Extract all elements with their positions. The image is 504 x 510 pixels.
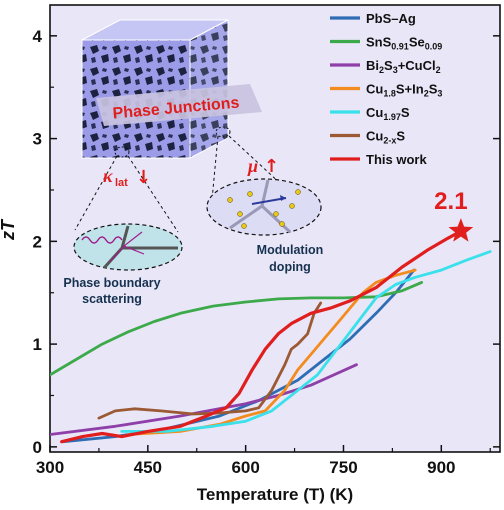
legend-label-2: Bi2S3+CuCl2	[366, 58, 441, 75]
legend-text-part: S	[396, 129, 405, 144]
doping-label-line2: doping	[269, 260, 311, 274]
legend-text-part: Bi	[366, 58, 379, 73]
series-line-3	[126, 268, 417, 436]
legend-text-part: 2	[379, 65, 384, 75]
legend-text-part: S	[429, 82, 438, 97]
peak-value-label: 2.1	[434, 188, 467, 215]
legend-text-part: 3	[437, 89, 442, 99]
series-layer	[50, 229, 492, 444]
legend-text-part: PbS–Ag	[366, 11, 416, 26]
legend-text-part: 3	[393, 65, 398, 75]
y-tick-label-2: 2	[33, 232, 42, 251]
legend-text-part: 2	[424, 89, 429, 99]
x-tick-label-1: 450	[134, 458, 162, 477]
inset-illustration: Phase Junctions Phase boundary scatterin…	[63, 19, 324, 306]
y-tick-label-4: 4	[33, 27, 43, 46]
series-line-4	[120, 250, 492, 433]
legend-text-part: SnS	[366, 35, 392, 50]
series-line-1	[50, 281, 424, 377]
legend-label-0: PbS–Ag	[366, 11, 416, 26]
phonon-wave-icon	[81, 236, 123, 244]
series-line-6	[60, 229, 463, 444]
legend-text-part: Cu	[366, 129, 383, 144]
legend-text-part: 1.97	[383, 112, 401, 122]
zoom-line-left-a	[74, 155, 118, 231]
mu-symbol: μ	[247, 156, 258, 176]
peak-layer: 2.1	[434, 188, 474, 242]
x-tick-label-3: 750	[329, 458, 357, 477]
phase-junctions-banner	[96, 84, 262, 126]
scattering-label-line2: scattering	[82, 292, 142, 306]
x-tick-label-2: 600	[231, 458, 259, 477]
junction-marker-right	[215, 126, 231, 138]
legend-text-part: Cu	[366, 105, 383, 120]
junction-marker-left	[114, 146, 130, 158]
legend: PbS–AgSnS0.91Se0.09Bi2S3+CuCl2Cu1.8S+In2…	[330, 11, 442, 167]
legend-text-part: Se	[409, 35, 425, 50]
legend-text-part: 1.8	[383, 89, 396, 99]
legend-text-part: S+In	[396, 82, 424, 97]
x-tick-label-4: 900	[427, 458, 455, 477]
x-axis-ticks: 300 450 600 750 900	[36, 445, 491, 477]
x-tick-label-0: 300	[36, 458, 64, 477]
legend-text-part: +CuCl	[398, 58, 436, 73]
series-line-2	[50, 363, 358, 436]
legend-label-3: Cu1.8S+In2S3	[366, 82, 442, 99]
legend-label-6: This work	[366, 152, 427, 167]
scatter-arrows-icon	[109, 231, 145, 263]
y-tick-label-0: 0	[33, 438, 42, 457]
legend-text-part: Cu	[366, 82, 383, 97]
kappa-subscript: lat	[115, 177, 128, 189]
x-axis-label: Temperature (T) (K)	[197, 485, 353, 504]
scattering-label-line1: Phase boundary	[63, 276, 160, 290]
legend-text-part: S	[384, 58, 393, 73]
legend-text-part: 0.09	[425, 42, 443, 52]
series-line-5	[97, 301, 323, 420]
y-tick-label-3: 3	[33, 130, 42, 149]
kappa-symbol: κ	[103, 166, 113, 186]
y-tick-label-1: 1	[33, 335, 42, 354]
legend-text-part: 2-x	[383, 136, 396, 146]
legend-text-part: 0.91	[391, 42, 409, 52]
zoom-line-right-a	[211, 135, 219, 201]
legend-label-4: Cu1.97S	[366, 105, 410, 122]
y-axis-label: zT	[0, 218, 18, 241]
carrier-arrow-icon	[251, 197, 287, 205]
legend-label-5: Cu2-xS	[366, 129, 405, 146]
legend-text-part: S	[401, 105, 410, 120]
peak-star-icon	[448, 218, 474, 242]
zoom-line-right-b	[228, 135, 283, 186]
dopant-dots-icon	[227, 189, 301, 229]
legend-label-1: SnS0.91Se0.09	[366, 35, 442, 52]
kappa-down-arrow: ↓	[136, 167, 151, 188]
legend-text-part: This work	[366, 152, 427, 167]
legend-text-part: 2	[436, 65, 441, 75]
mu-up-arrow: ↑	[264, 156, 279, 177]
doping-label-line1: Modulation	[257, 243, 324, 257]
